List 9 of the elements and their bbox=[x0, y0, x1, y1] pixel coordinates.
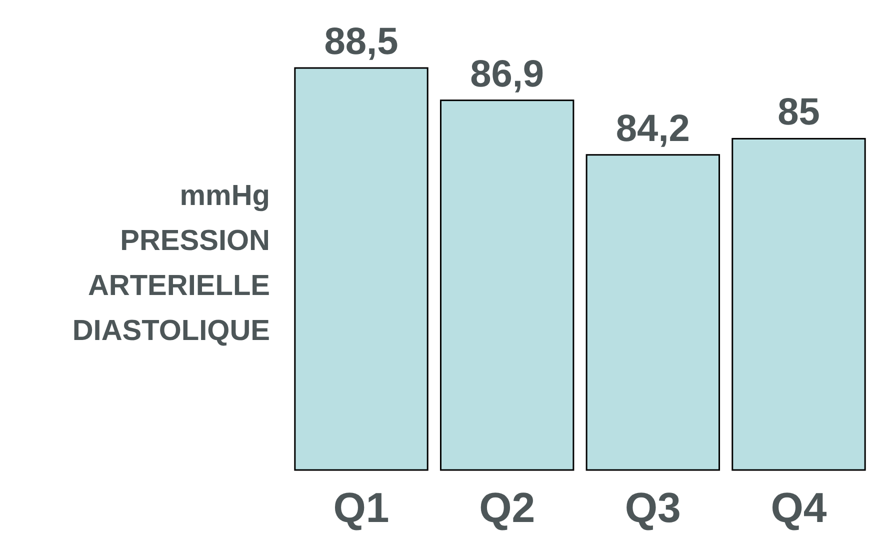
data-label: 86,9 bbox=[470, 53, 544, 96]
x-tick-label: Q1 bbox=[333, 484, 390, 531]
x-tick-label: Q3 bbox=[624, 484, 681, 531]
y-axis-title: mmHg PRESSION ARTERIELLE DIASTOLIQUE bbox=[72, 180, 270, 347]
x-tick-label: Q4 bbox=[770, 484, 828, 531]
data-label: 88,5 bbox=[324, 21, 398, 63]
data-label: 84,2 bbox=[616, 108, 690, 150]
data-label: 85 bbox=[778, 92, 820, 134]
x-tick-label: Q2 bbox=[479, 484, 536, 531]
